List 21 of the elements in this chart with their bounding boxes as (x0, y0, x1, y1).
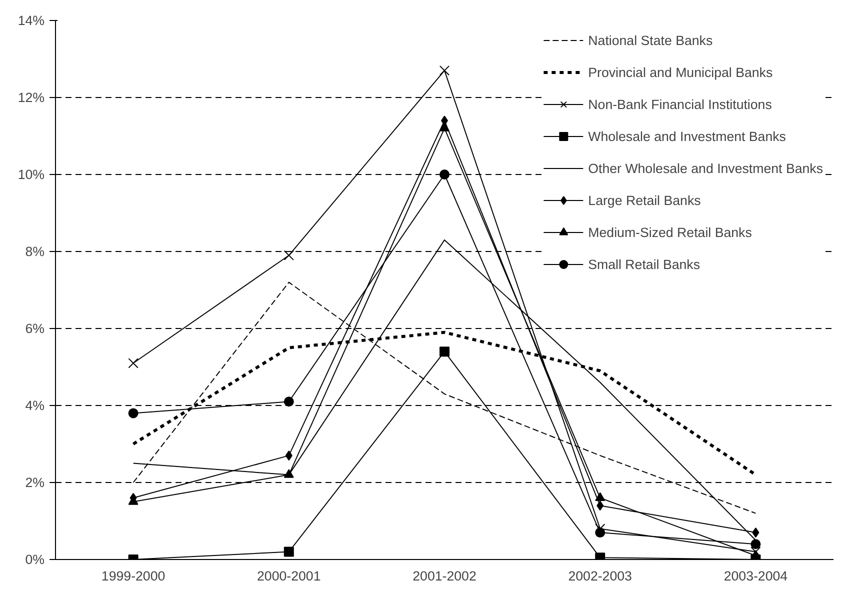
x-tick-label: 1999-2000 (101, 568, 166, 584)
x-tick-label: 2001-2002 (412, 568, 476, 584)
legend-label: Other Wholesale and Investment Banks (588, 160, 823, 176)
x-tick-label: 2003-2004 (724, 568, 788, 584)
legend-label: Small Retail Banks (588, 256, 700, 272)
legend-label: Large Retail Banks (588, 192, 701, 208)
y-tick-label: 10% (18, 167, 45, 182)
x-tick-label: 2002-2003 (568, 568, 632, 584)
y-tick-label: 12% (18, 90, 45, 105)
legend-label: Medium-Sized Retail Banks (588, 224, 752, 240)
legend-label: Provincial and Municipal Banks (588, 64, 773, 80)
y-tick-label: 14% (18, 13, 45, 28)
y-tick-label: 4% (25, 398, 45, 413)
y-tick-label: 8% (25, 244, 45, 259)
legend-label: National State Banks (588, 32, 713, 48)
y-tick-label: 6% (25, 321, 45, 336)
legend-label: Non-Bank Financial Institutions (588, 96, 772, 112)
y-tick-label: 0% (25, 552, 45, 567)
legend-label: Wholesale and Investment Banks (588, 128, 786, 144)
y-tick-label: 2% (25, 475, 45, 490)
x-tick-label: 2000-2001 (257, 568, 321, 584)
